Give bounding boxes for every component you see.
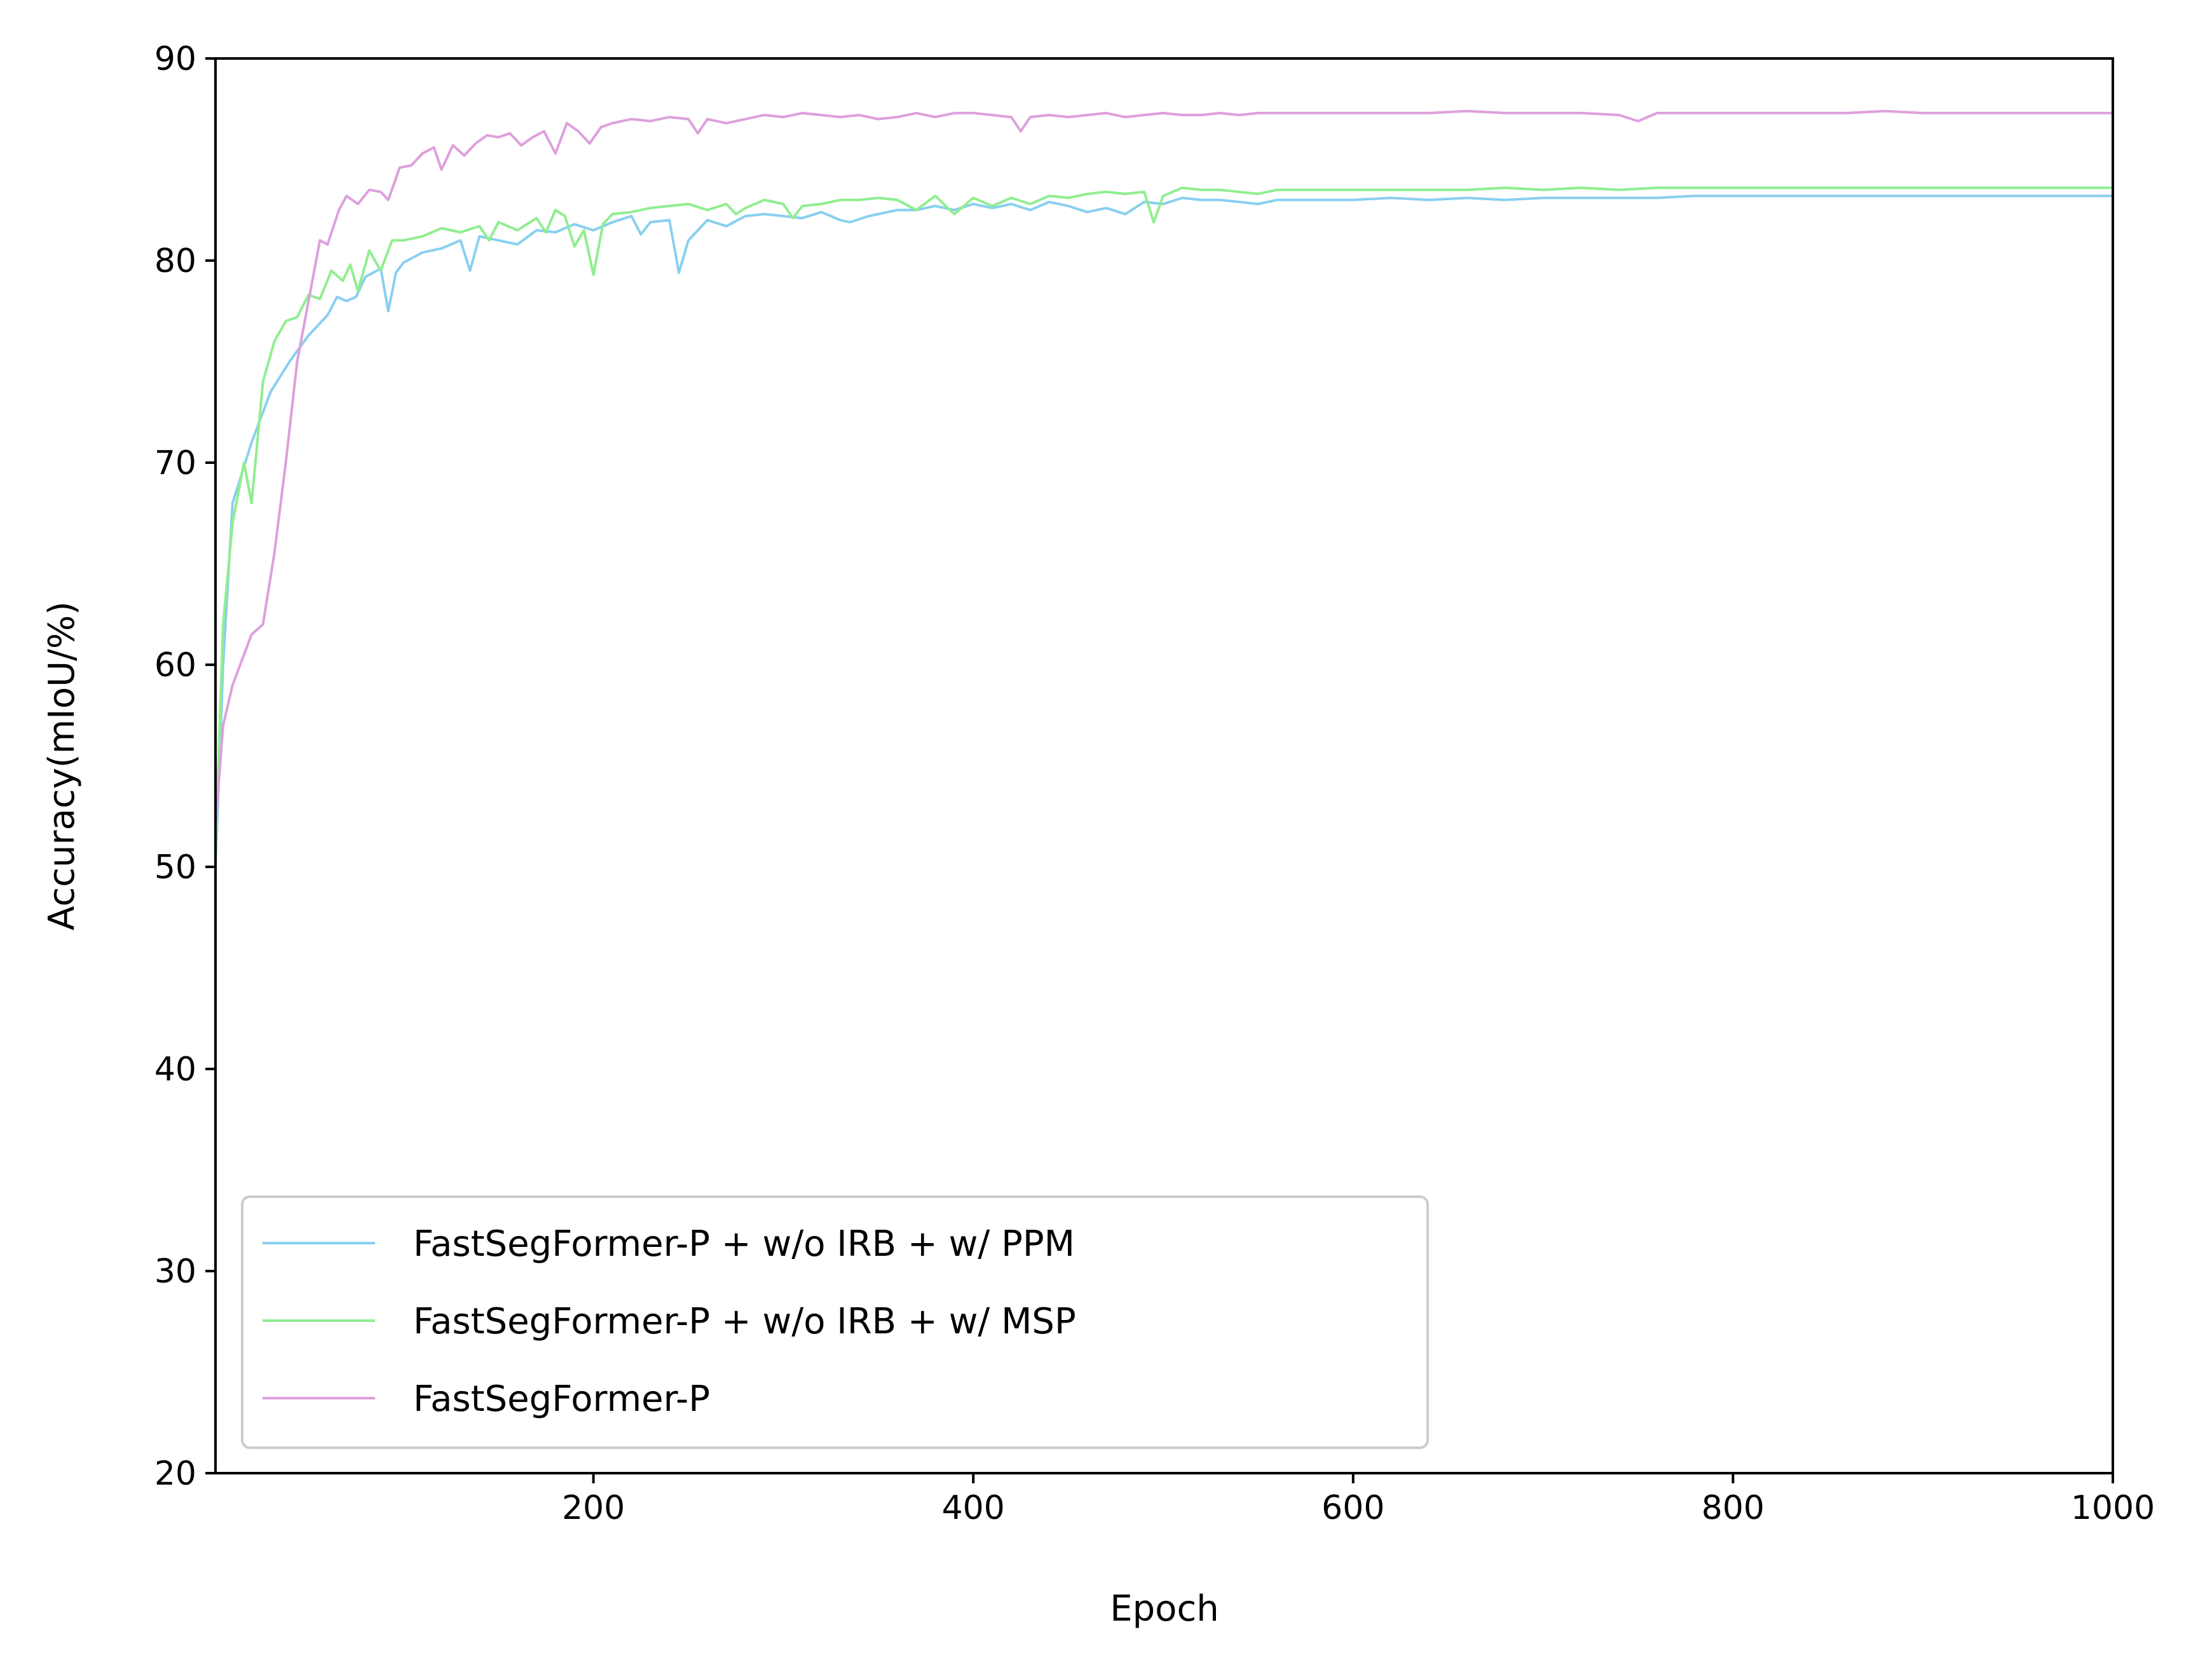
y-tick-label: 20 <box>154 1455 196 1493</box>
plot-frame <box>214 57 2114 1474</box>
legend-label-ppm: FastSegFormer-P + w/o IRB + w/ PPM <box>413 1223 1075 1265</box>
y-tick-label: 90 <box>154 40 196 78</box>
y-axis-label: Accuracy(mIoU/%) <box>41 601 83 930</box>
series-line-1 <box>214 186 2113 847</box>
legend-label-fastsegformer: FastSegFormer-P <box>413 1378 710 1420</box>
plot-lines <box>214 109 2113 868</box>
x-axis-ticks: 200 400 600 800 1000 <box>562 1473 2155 1527</box>
legend: FastSegFormer-P + w/o IRB + w/ PPM FastS… <box>241 1195 1429 1449</box>
legend-label-msp: FastSegFormer-P + w/o IRB + w/ MSP <box>413 1301 1076 1342</box>
y-tick-label: 40 <box>154 1051 196 1089</box>
x-tick-label: 400 <box>942 1489 1005 1527</box>
legend-box <box>241 1195 1429 1449</box>
y-axis-ticks: 20 30 40 50 60 70 80 90 <box>154 40 215 1493</box>
y-tick-label: 70 <box>154 444 196 482</box>
series-line-0 <box>214 194 2113 868</box>
x-tick-label: 800 <box>1702 1489 1765 1527</box>
x-tick-label: 600 <box>1321 1489 1384 1527</box>
y-tick-label: 50 <box>154 848 196 887</box>
series-line-2 <box>214 109 2113 827</box>
y-tick-label: 30 <box>154 1253 196 1291</box>
x-tick-label: 200 <box>562 1489 625 1527</box>
y-tick-label: 60 <box>154 646 196 684</box>
y-tick-label: 80 <box>154 242 196 280</box>
x-axis-label: Epoch <box>1110 1588 1219 1630</box>
x-tick-label: 1000 <box>2071 1489 2155 1527</box>
